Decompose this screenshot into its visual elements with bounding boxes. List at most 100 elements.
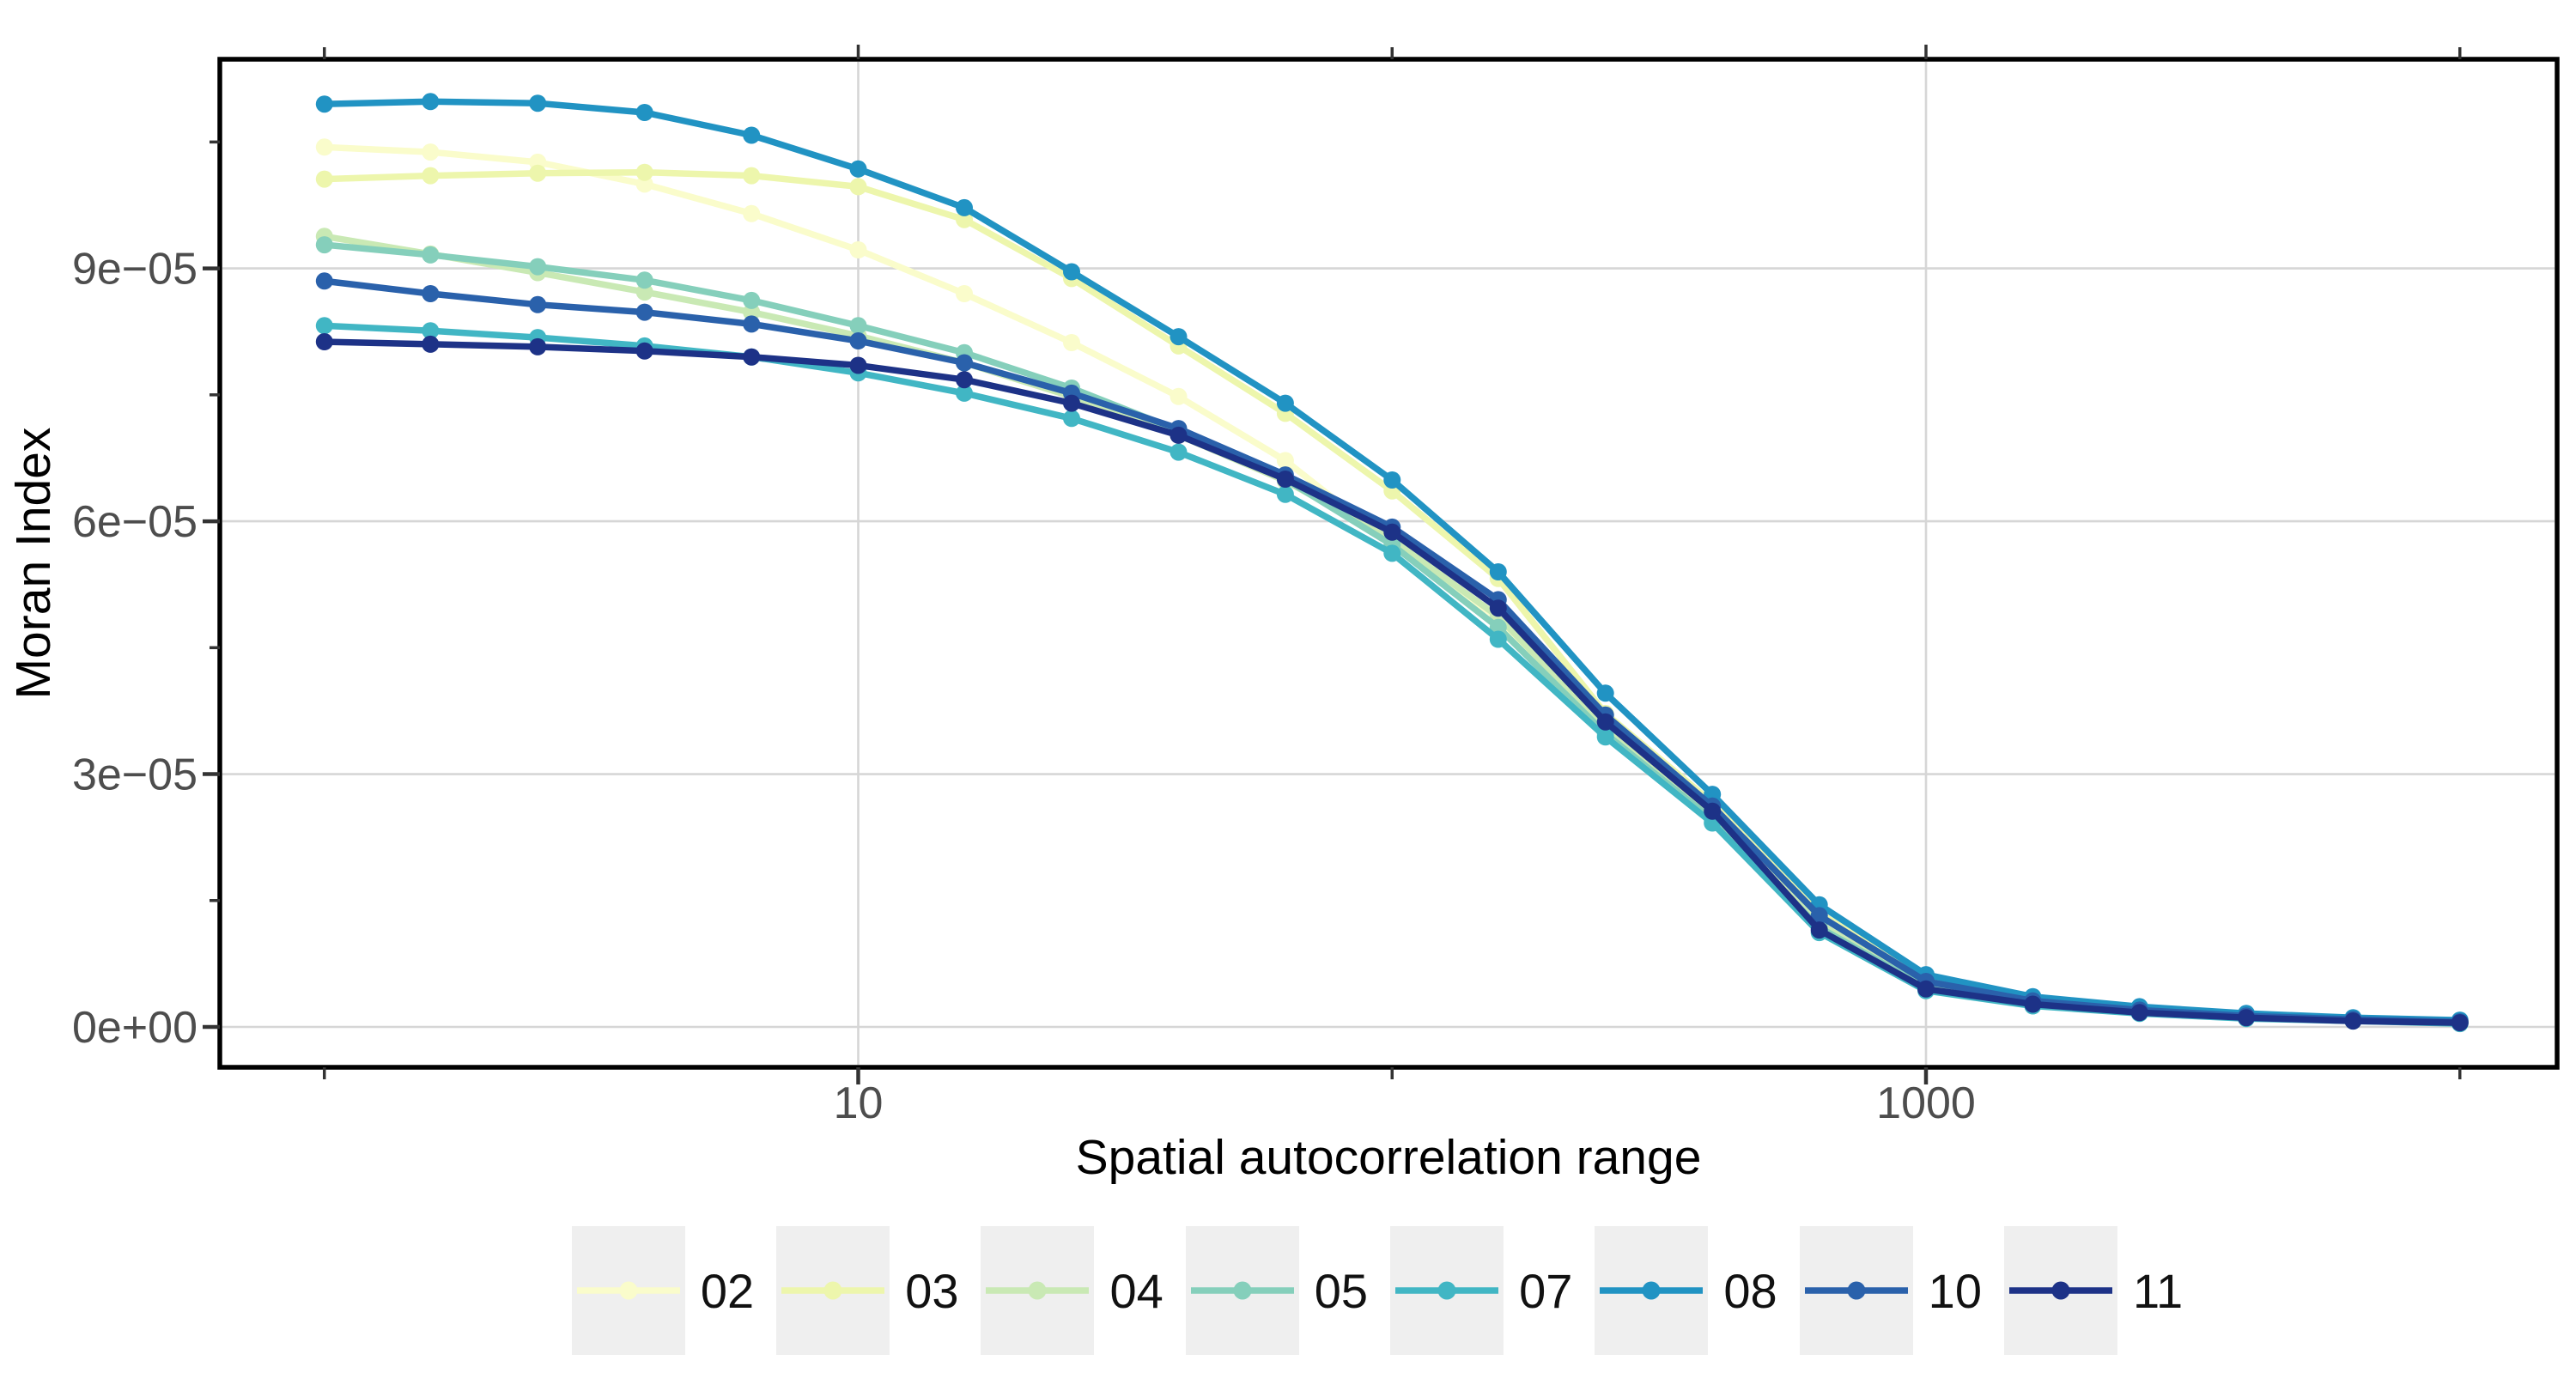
series-point-10 (743, 315, 761, 333)
series-point-07 (1170, 443, 1188, 461)
series-point-05 (315, 236, 333, 254)
series-point-10 (956, 354, 973, 372)
series-point-02 (1063, 334, 1080, 351)
series-point-02 (422, 143, 440, 161)
series-point-07 (1063, 410, 1080, 428)
series-point-08 (1276, 394, 1294, 412)
series-point-11 (1063, 394, 1080, 412)
x-tick-label: 10 (834, 1078, 884, 1128)
legend-key-point (619, 1281, 638, 1300)
x-tick-label: 1000 (1876, 1078, 1976, 1128)
series-point-03 (422, 167, 440, 185)
series-point-02 (315, 138, 333, 156)
legend-label-02: 02 (700, 1263, 755, 1318)
series-point-11 (2451, 1014, 2469, 1032)
legend-key-glyph-10 (1804, 1281, 1908, 1300)
y-tick-label: 3e−05 (72, 750, 197, 800)
legend-key-05 (1185, 1226, 1299, 1355)
series-point-11 (1383, 523, 1401, 541)
series-point-02 (956, 285, 973, 302)
series-point-03 (849, 178, 867, 196)
axis-ticks (203, 45, 2462, 1084)
legend-label-10: 10 (1928, 1263, 1982, 1318)
series-point-10 (529, 295, 547, 313)
legend-key-glyph-05 (1190, 1281, 1294, 1300)
series-point-08 (956, 198, 973, 216)
legend-key-glyph-04 (986, 1281, 1090, 1300)
legend-key-02 (571, 1226, 685, 1355)
series-point-11 (956, 371, 973, 389)
y-tick-label: 9e−05 (72, 245, 197, 295)
legend-key-point (1233, 1281, 1252, 1300)
series-point-02 (1276, 452, 1294, 470)
legend-key-point (1437, 1281, 1456, 1300)
legend-item-11: 11 (2003, 1226, 2184, 1355)
legend-item-07: 07 (1390, 1226, 1572, 1355)
series-point-08 (422, 93, 440, 111)
legend-key-10 (1799, 1226, 1913, 1355)
series-point-10 (1810, 907, 1828, 925)
series-point-08 (1489, 563, 1507, 580)
series-point-08 (1170, 328, 1188, 346)
legend-label-11: 11 (2132, 1263, 2184, 1318)
legend-key-03 (776, 1226, 890, 1355)
legend-item-10: 10 (1799, 1226, 1982, 1355)
legend-key-08 (1595, 1226, 1709, 1355)
legend-key-glyph-02 (576, 1281, 680, 1300)
series-point-08 (1063, 263, 1080, 281)
legend-item-02: 02 (571, 1226, 755, 1355)
series-point-07 (422, 322, 440, 340)
legend-key-glyph-07 (1395, 1281, 1499, 1300)
y-axis-title: Moran Index (6, 428, 61, 700)
series-10 (315, 272, 2469, 1031)
series-point-03 (315, 170, 333, 188)
legend-label-05: 05 (1314, 1263, 1369, 1318)
series-line-07 (321, 322, 2464, 1027)
series-point-10 (849, 332, 867, 349)
series-point-02 (849, 241, 867, 258)
legend-key-point (1028, 1281, 1047, 1300)
series-point-11 (2344, 1012, 2362, 1030)
series-point-11 (1596, 713, 1614, 731)
series-point-08 (1383, 471, 1401, 489)
series-point-02 (635, 175, 653, 193)
legend-key-04 (981, 1226, 1095, 1355)
y-tick-label: 0e+00 (72, 1003, 197, 1053)
series-point-05 (743, 291, 761, 309)
legend-key-point (1642, 1281, 1661, 1300)
series-point-11 (1810, 921, 1828, 939)
legend-key-point (823, 1281, 842, 1300)
panel-border (217, 57, 2560, 1070)
gridlines (222, 62, 2555, 1065)
y-tick-label: 6e−05 (72, 497, 197, 547)
series-point-05 (635, 271, 653, 289)
series-point-05 (422, 246, 440, 264)
series-point-03 (743, 167, 761, 185)
legend-key-glyph-11 (2008, 1281, 2112, 1300)
legend-item-08: 08 (1595, 1226, 1777, 1355)
series-point-07 (1383, 544, 1401, 562)
series-point-03 (635, 163, 653, 181)
series-point-11 (315, 333, 333, 350)
series-point-11 (1489, 599, 1507, 617)
series-point-08 (849, 160, 867, 178)
legend-label-07: 07 (1519, 1263, 1573, 1318)
legend: 02 03 04 05 07 08 10 11 (0, 1226, 2576, 1355)
series-lines (315, 93, 2469, 1033)
series-point-11 (422, 335, 440, 353)
series-line-10 (321, 277, 2464, 1025)
series-point-08 (315, 95, 333, 113)
series-point-11 (1276, 471, 1294, 488)
legend-key-11 (2003, 1226, 2117, 1355)
series-point-08 (635, 104, 653, 121)
series-point-05 (529, 258, 547, 276)
series-point-11 (1170, 426, 1188, 444)
series-point-10 (635, 303, 653, 321)
series-point-10 (315, 272, 333, 290)
series-point-02 (1170, 387, 1188, 405)
series-point-11 (2130, 1004, 2148, 1022)
series-07 (315, 317, 2469, 1033)
legend-label-04: 04 (1109, 1263, 1163, 1318)
